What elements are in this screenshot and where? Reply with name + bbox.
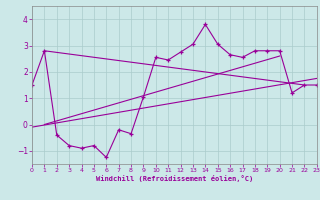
X-axis label: Windchill (Refroidissement éolien,°C): Windchill (Refroidissement éolien,°C) <box>96 175 253 182</box>
